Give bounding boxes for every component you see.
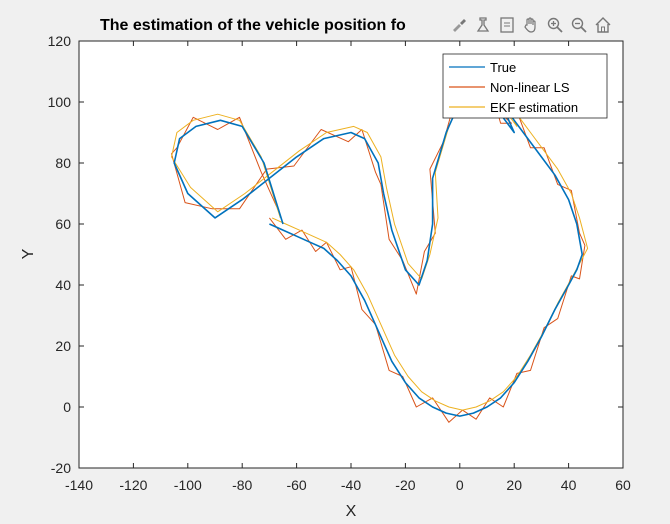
y-tick-label: 60 [55,216,71,232]
legend-entry-label: Non-linear LS [490,80,570,95]
chart-title: The estimation of the vehicle position f… [100,17,406,34]
x-tick-label: 40 [561,477,577,493]
brush-icon[interactable] [448,14,470,36]
x-tick-label: -80 [232,477,252,493]
x-tick-label: 0 [456,477,464,493]
zoom-out-icon[interactable] [568,14,590,36]
legend-entry-label: True [490,60,516,75]
y-tick-label: 80 [55,155,71,171]
y-tick-label: 0 [63,399,71,415]
y-axis-label: Y [20,248,37,259]
x-axis-label: X [346,503,357,520]
x-tick-label: -40 [341,477,361,493]
y-tick-label: 40 [55,277,71,293]
data-tips-icon[interactable] [472,14,494,36]
export-icon[interactable] [496,14,518,36]
legend-entry-label: EKF estimation [490,100,578,115]
x-tick-label: -20 [395,477,415,493]
y-tick-label: -20 [51,460,71,476]
pan-hand-icon[interactable] [520,14,542,36]
y-ticks: -20 0 20 40 60 80 100 120 [48,33,623,476]
y-tick-label: 100 [48,94,72,110]
x-tick-label: -120 [119,477,147,493]
zoom-in-icon[interactable] [544,14,566,36]
y-tick-label: 20 [55,338,71,354]
x-tick-label: -140 [65,477,93,493]
x-tick-label: -60 [286,477,306,493]
x-tick-label: 20 [506,477,522,493]
x-ticks: -140 -120 -100 -80 -60 -40 -20 0 20 40 60 [65,41,631,493]
home-icon[interactable] [592,14,614,36]
x-tick-label: -100 [174,477,202,493]
axes-toolbar [448,14,614,36]
y-tick-label: 120 [48,33,72,49]
x-tick-label: 60 [615,477,631,493]
legend[interactable]: True Non-linear LS EKF estimation [442,53,608,119]
